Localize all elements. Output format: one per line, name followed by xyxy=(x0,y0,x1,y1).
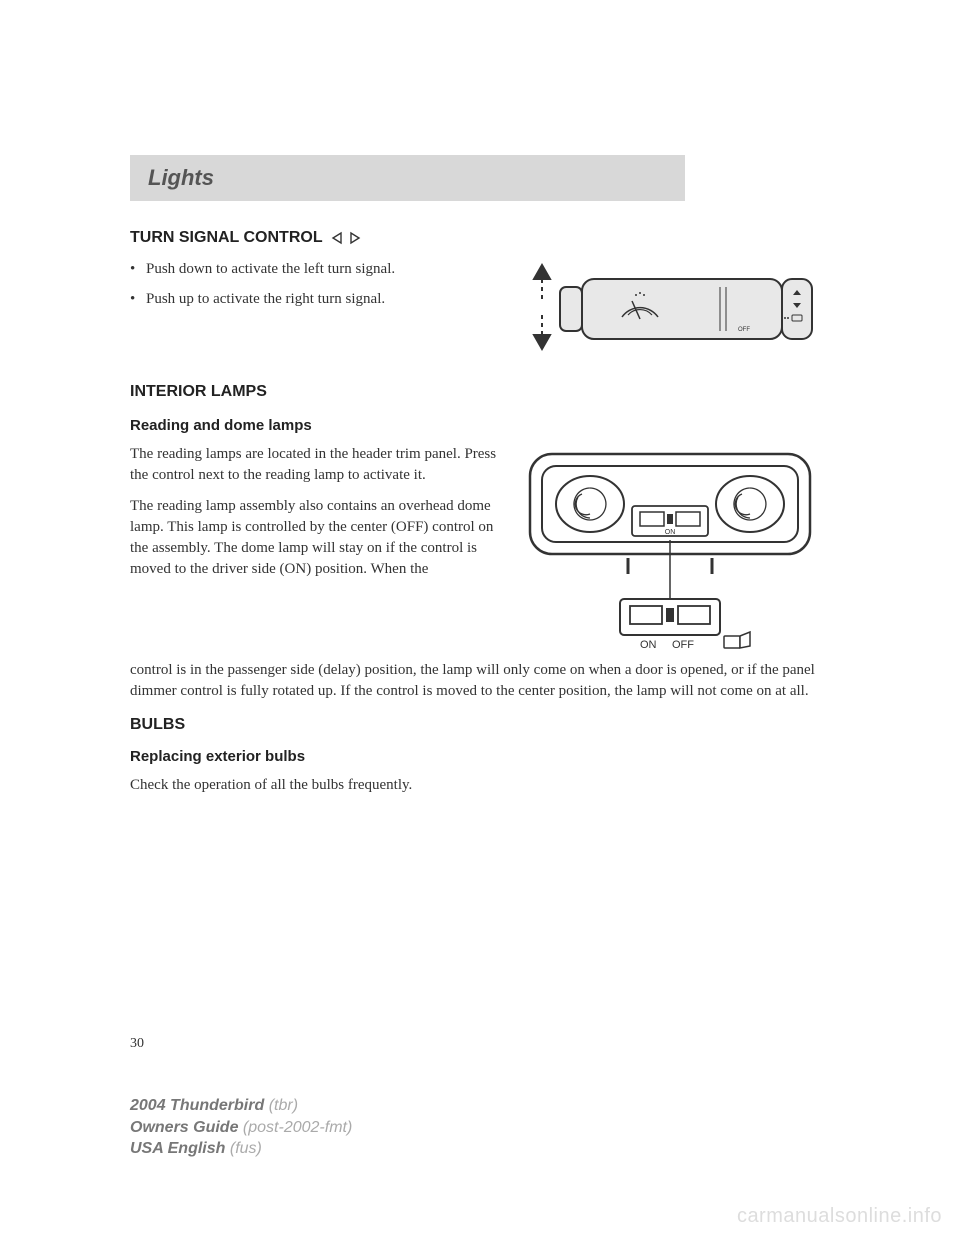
dome-lamp-diagram: ON ON OFF xyxy=(520,444,820,654)
footer: 2004 Thunderbird (tbr) Owners Guide (pos… xyxy=(130,1095,352,1160)
footer-3a: USA English xyxy=(130,1140,225,1157)
footer-1b: (tbr) xyxy=(269,1097,298,1114)
interior-lamps-title: INTERIOR LAMPS xyxy=(130,383,820,401)
dome-off-label: OFF xyxy=(672,639,694,651)
turn-signal-heading-row: TURN SIGNAL CONTROL xyxy=(130,229,820,247)
interior-lamps-text: The reading lamps are located in the hea… xyxy=(130,444,500,654)
turn-signal-row: Push down to activate the left turn sign… xyxy=(130,259,820,359)
dome-on-label: ON xyxy=(640,639,657,651)
bulbs-subhead: Replacing exterior bulbs xyxy=(130,748,820,765)
interior-p2b: control is in the passenger side (delay)… xyxy=(130,660,820,702)
interior-lamps-subhead: Reading and dome lamps xyxy=(130,417,820,434)
turn-signal-diagram: OFF xyxy=(520,259,820,359)
dome-on-small: ON xyxy=(665,529,676,536)
footer-1a: 2004 Thunderbird xyxy=(130,1097,264,1114)
turn-signal-bullet-1: Push down to activate the left turn sign… xyxy=(130,259,500,279)
stalk-off-label: OFF xyxy=(738,327,750,333)
page-number: 30 xyxy=(130,1036,820,1052)
turn-signal-text: Push down to activate the left turn sign… xyxy=(130,259,500,359)
bulbs-title: BULBS xyxy=(130,716,820,734)
watermark: carmanualsonline.info xyxy=(737,1205,942,1228)
footer-3b: (fus) xyxy=(230,1140,262,1157)
footer-2b: (post-2002-fmt) xyxy=(243,1119,352,1136)
turn-signal-title: TURN SIGNAL CONTROL xyxy=(130,229,323,247)
section-header: Lights xyxy=(130,155,685,201)
interior-p2a: The reading lamp assembly also contains … xyxy=(130,496,500,580)
turn-signal-bullet-2: Push up to activate the right turn signa… xyxy=(130,289,500,309)
interior-p1: The reading lamps are located in the hea… xyxy=(130,444,500,486)
section-header-text: Lights xyxy=(148,165,214,190)
turn-signal-arrows-icon xyxy=(331,231,361,245)
footer-2a: Owners Guide xyxy=(130,1119,238,1136)
bulbs-p1: Check the operation of all the bulbs fre… xyxy=(130,775,820,796)
interior-lamps-row: The reading lamps are located in the hea… xyxy=(130,444,820,654)
